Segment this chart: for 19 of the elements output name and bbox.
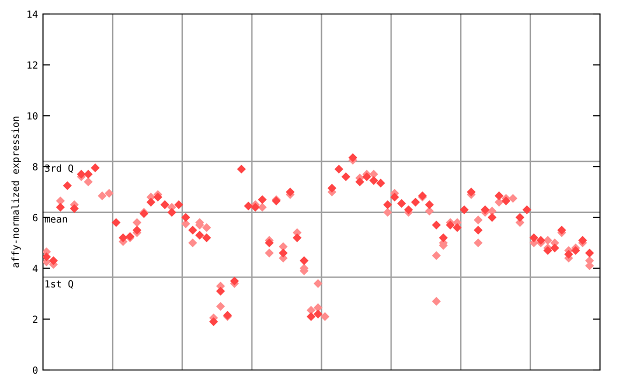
y-tick-label: 6: [32, 214, 38, 222]
point: [132, 218, 142, 227]
point: [432, 297, 441, 306]
point: [314, 304, 322, 312]
ref-line-label: 3rd Q: [45, 164, 74, 173]
point: [216, 302, 225, 311]
y-tick-label: 14: [28, 10, 38, 18]
point: [544, 236, 552, 244]
y-tick-label: 4: [32, 264, 38, 272]
y-tick-label: 0: [32, 366, 38, 374]
y-tick-label: 12: [28, 61, 38, 69]
point: [474, 238, 482, 247]
y-tick-label: 10: [28, 112, 38, 120]
y-axis-title: affy-normalized expression: [11, 116, 21, 268]
ref-line-label: 1st Q: [46, 280, 74, 289]
point: [265, 248, 274, 258]
ref-line-label: mean: [44, 217, 67, 223]
y-tick-label: 2: [33, 316, 38, 323]
y-tick-label: 8: [32, 163, 38, 170]
